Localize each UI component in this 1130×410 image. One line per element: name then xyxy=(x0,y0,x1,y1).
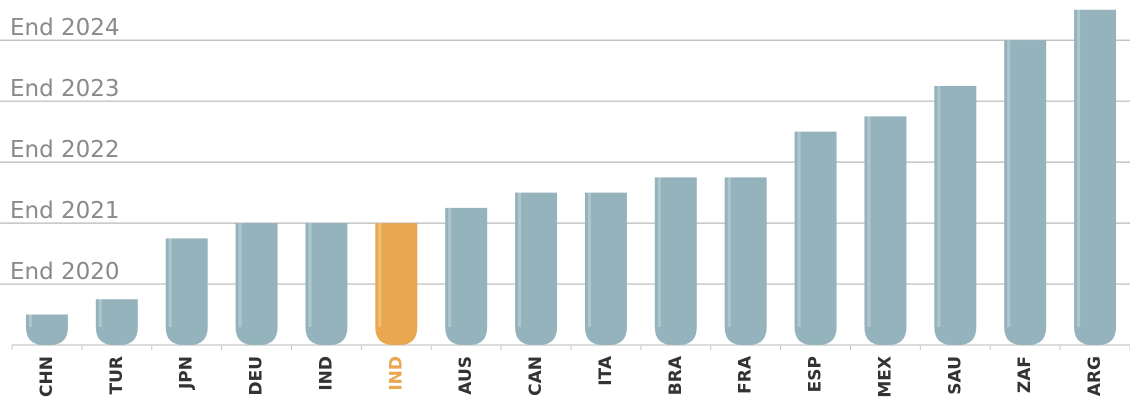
y-tick-label: End 2021 xyxy=(10,198,120,224)
bar xyxy=(25,314,68,345)
x-tick-label: CAN xyxy=(526,356,546,396)
bar xyxy=(305,223,348,345)
bar xyxy=(375,223,418,345)
bar-highlight xyxy=(98,299,102,327)
x-tick-label: JPN xyxy=(177,356,197,390)
x-tick-label: IND xyxy=(316,356,336,391)
bar-highlight xyxy=(1077,9,1081,327)
bar-highlight xyxy=(937,85,941,328)
bar-highlight xyxy=(797,131,801,327)
bar-highlight xyxy=(1007,40,1011,328)
bar-highlight xyxy=(518,192,522,327)
bar xyxy=(1074,9,1117,345)
bar-highlight xyxy=(727,177,731,327)
bar-highlight xyxy=(657,177,661,327)
x-tick-label: BRA xyxy=(666,355,686,395)
x-tick-label: CHN xyxy=(37,356,57,397)
bar-highlight xyxy=(587,192,591,327)
bar-highlight xyxy=(867,116,871,327)
bar xyxy=(934,85,977,346)
x-tick-label: ITA xyxy=(596,355,616,386)
x-tick-label: IND xyxy=(386,356,406,391)
bar xyxy=(654,177,697,345)
bar xyxy=(1004,40,1047,346)
y-tick-label: End 2023 xyxy=(10,76,120,102)
x-tick-label: DEU xyxy=(247,356,267,396)
bar xyxy=(724,177,767,345)
x-tick-label: ARG xyxy=(1085,356,1105,396)
bar xyxy=(864,116,907,345)
x-tick-label: SAU xyxy=(945,356,965,395)
x-tick-label: MEX xyxy=(875,356,895,398)
x-tick-label: FRA xyxy=(736,355,756,394)
bar-highlight xyxy=(238,223,242,327)
x-tick-label: ESP xyxy=(806,356,826,392)
y-tick-label: End 2022 xyxy=(10,137,120,163)
x-tick-label: AUS xyxy=(456,356,476,395)
bar xyxy=(445,207,488,345)
bar xyxy=(794,131,837,345)
bar xyxy=(515,192,558,345)
x-tick-label: TUR xyxy=(107,356,127,395)
bar-highlight xyxy=(28,314,32,327)
x-tick-label: ZAF xyxy=(1015,356,1035,393)
bar xyxy=(95,299,138,345)
y-tick-label: End 2020 xyxy=(10,259,120,285)
bar-highlight xyxy=(168,238,172,327)
bar-highlight xyxy=(448,207,452,327)
bar xyxy=(165,238,208,345)
bar xyxy=(584,192,627,345)
bar-highlight xyxy=(378,223,382,327)
bar xyxy=(235,223,278,345)
y-tick-label: End 2024 xyxy=(10,15,120,41)
bar-highlight xyxy=(308,223,312,327)
